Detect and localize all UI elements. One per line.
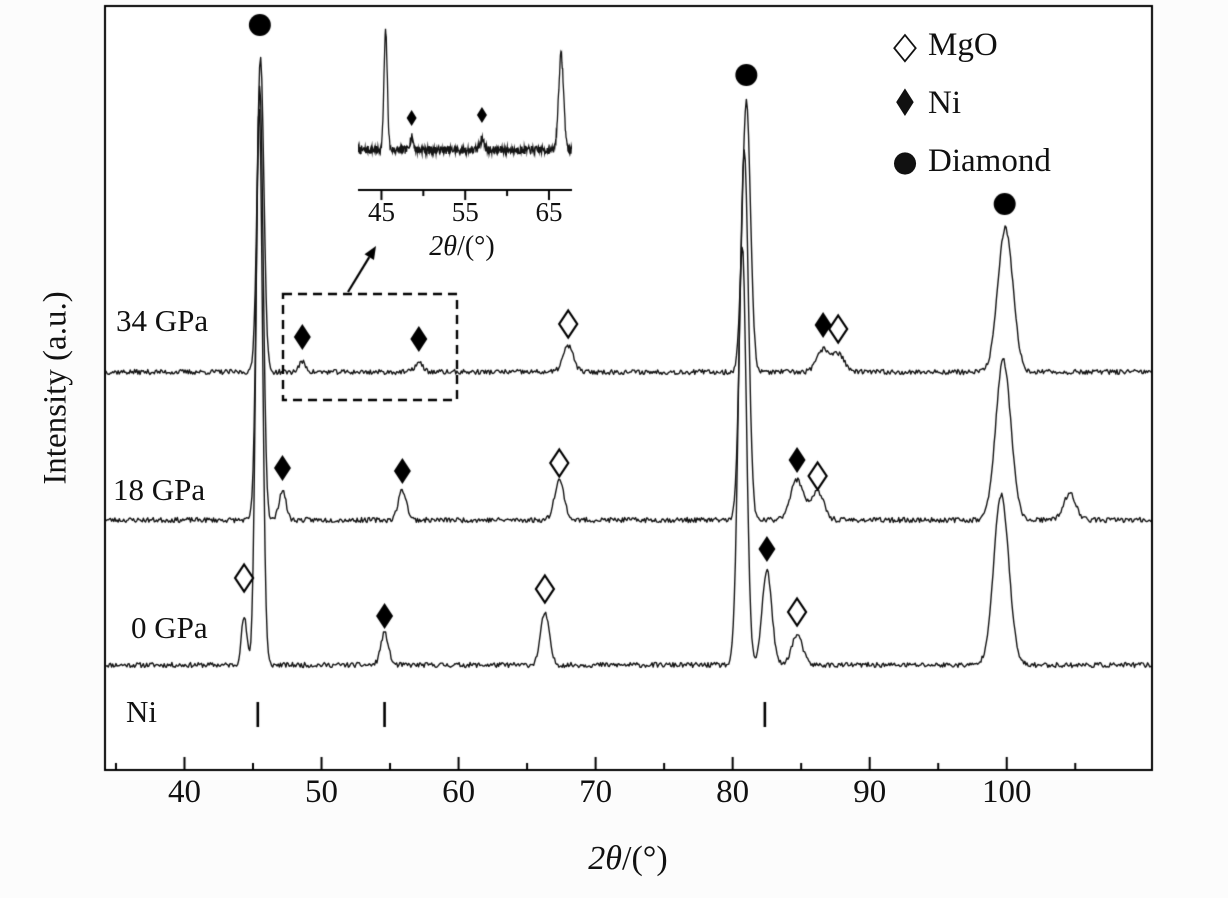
legend: ◇ MgO ♦ Ni ● Diamond — [882, 20, 1051, 186]
inset-x-tick-label: 45 — [367, 197, 395, 227]
series-label-34gpa: 34 GPa — [116, 303, 209, 338]
x-tick-label: 100 — [981, 774, 1032, 810]
legend-label-mgo: MgO — [928, 26, 998, 63]
x-tick-label: 40 — [167, 774, 201, 810]
x-axis-label-symbol: 2θ — [588, 840, 623, 877]
x-tick-label: 80 — [716, 774, 750, 810]
filled-circle-icon: ● — [892, 143, 918, 178]
inset-x-tick-label: 65 — [535, 197, 563, 227]
inset-x-axis-label-unit: /(°) — [457, 231, 495, 262]
filled-diamond-icon: ♦ — [891, 81, 919, 125]
x-axis-label-unit: /(°) — [622, 840, 668, 877]
inset-x-axis-label: 2θ/(°) — [429, 231, 494, 263]
legend-item-diamond: ● Diamond — [882, 136, 1051, 186]
ni-reference-label: Ni — [126, 694, 157, 729]
series-label-0gpa: 0 GPa — [131, 610, 208, 645]
x-axis-label: 2θ/(°) — [588, 840, 667, 878]
x-tick-label: 60 — [442, 774, 476, 810]
open-diamond-icon: ◇ — [893, 23, 917, 67]
x-tick-label: 90 — [853, 774, 887, 810]
legend-label-ni: Ni — [928, 84, 961, 121]
legend-item-ni: ♦ Ni — [882, 78, 1051, 128]
legend-label-diamond: Diamond — [928, 142, 1051, 179]
y-axis-label: Intensity (a.u.) — [37, 291, 74, 485]
x-tick-label: 50 — [305, 774, 339, 810]
inset-x-axis-label-symbol: 2θ — [429, 231, 458, 262]
inset-x-tick-label: 55 — [451, 197, 479, 227]
x-tick-label: 70 — [579, 774, 613, 810]
legend-item-mgo: ◇ MgO — [882, 20, 1051, 70]
series-label-18gpa: 18 GPa — [113, 472, 206, 507]
